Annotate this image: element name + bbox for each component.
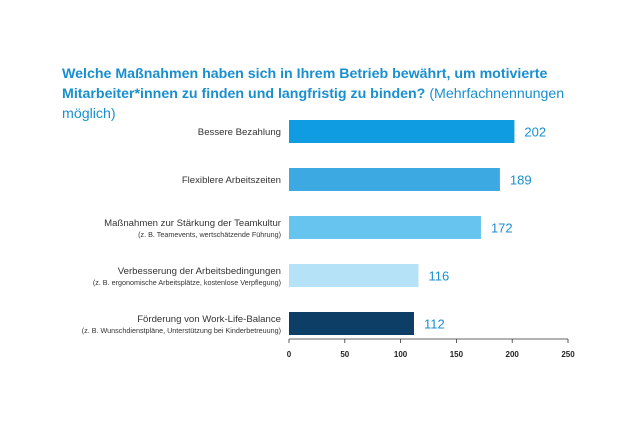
x-tick-label-100: 100 [394,350,408,359]
bar-4 [289,264,419,287]
category-label-4: Verbesserung der Arbeitsbedingungen [118,266,281,277]
bar-value-3: 172 [491,221,513,236]
chart-title-note: (Mehrfachnennungen möglich) [62,86,565,122]
x-tick-label-50: 50 [340,350,349,359]
bar-2 [289,168,500,191]
category-label-1: Bessere Bezahlung [198,127,281,138]
category-label-5: Förderung von Work-Life-Balance [137,314,281,325]
bar-value-5: 112 [424,317,445,332]
chart-title: Welche Maßnahmen haben sich in Ihrem Bet… [62,64,582,124]
x-tick-label-250: 250 [561,350,575,359]
bar-3 [289,216,481,239]
x-tick-label-0: 0 [287,350,292,359]
bar-1 [289,120,515,143]
bar-value-4: 116 [428,269,449,284]
category-label-3: Maßnahmen zur Stärkung der Teamkultur [104,218,282,229]
category-sublabel-4: (z. B. ergonomische Arbeitsplätze, koste… [93,278,281,287]
bar-5 [289,312,414,335]
x-tick-label-150: 150 [450,350,464,359]
category-sublabel-3: (z. B. Teamevents, wertschätzende Führun… [138,230,281,239]
x-tick-label-200: 200 [506,350,520,359]
category-label-2: Flexiblere Arbeitszeiten [182,175,281,186]
chart-title-main: Welche Maßnahmen haben sich in Ihrem Bet… [62,66,548,102]
bar-value-2: 189 [510,173,532,188]
bar-value-1: 202 [524,125,546,140]
category-sublabel-5: (z. B. Wunschdienstpläne, Unterstützung … [82,326,281,335]
